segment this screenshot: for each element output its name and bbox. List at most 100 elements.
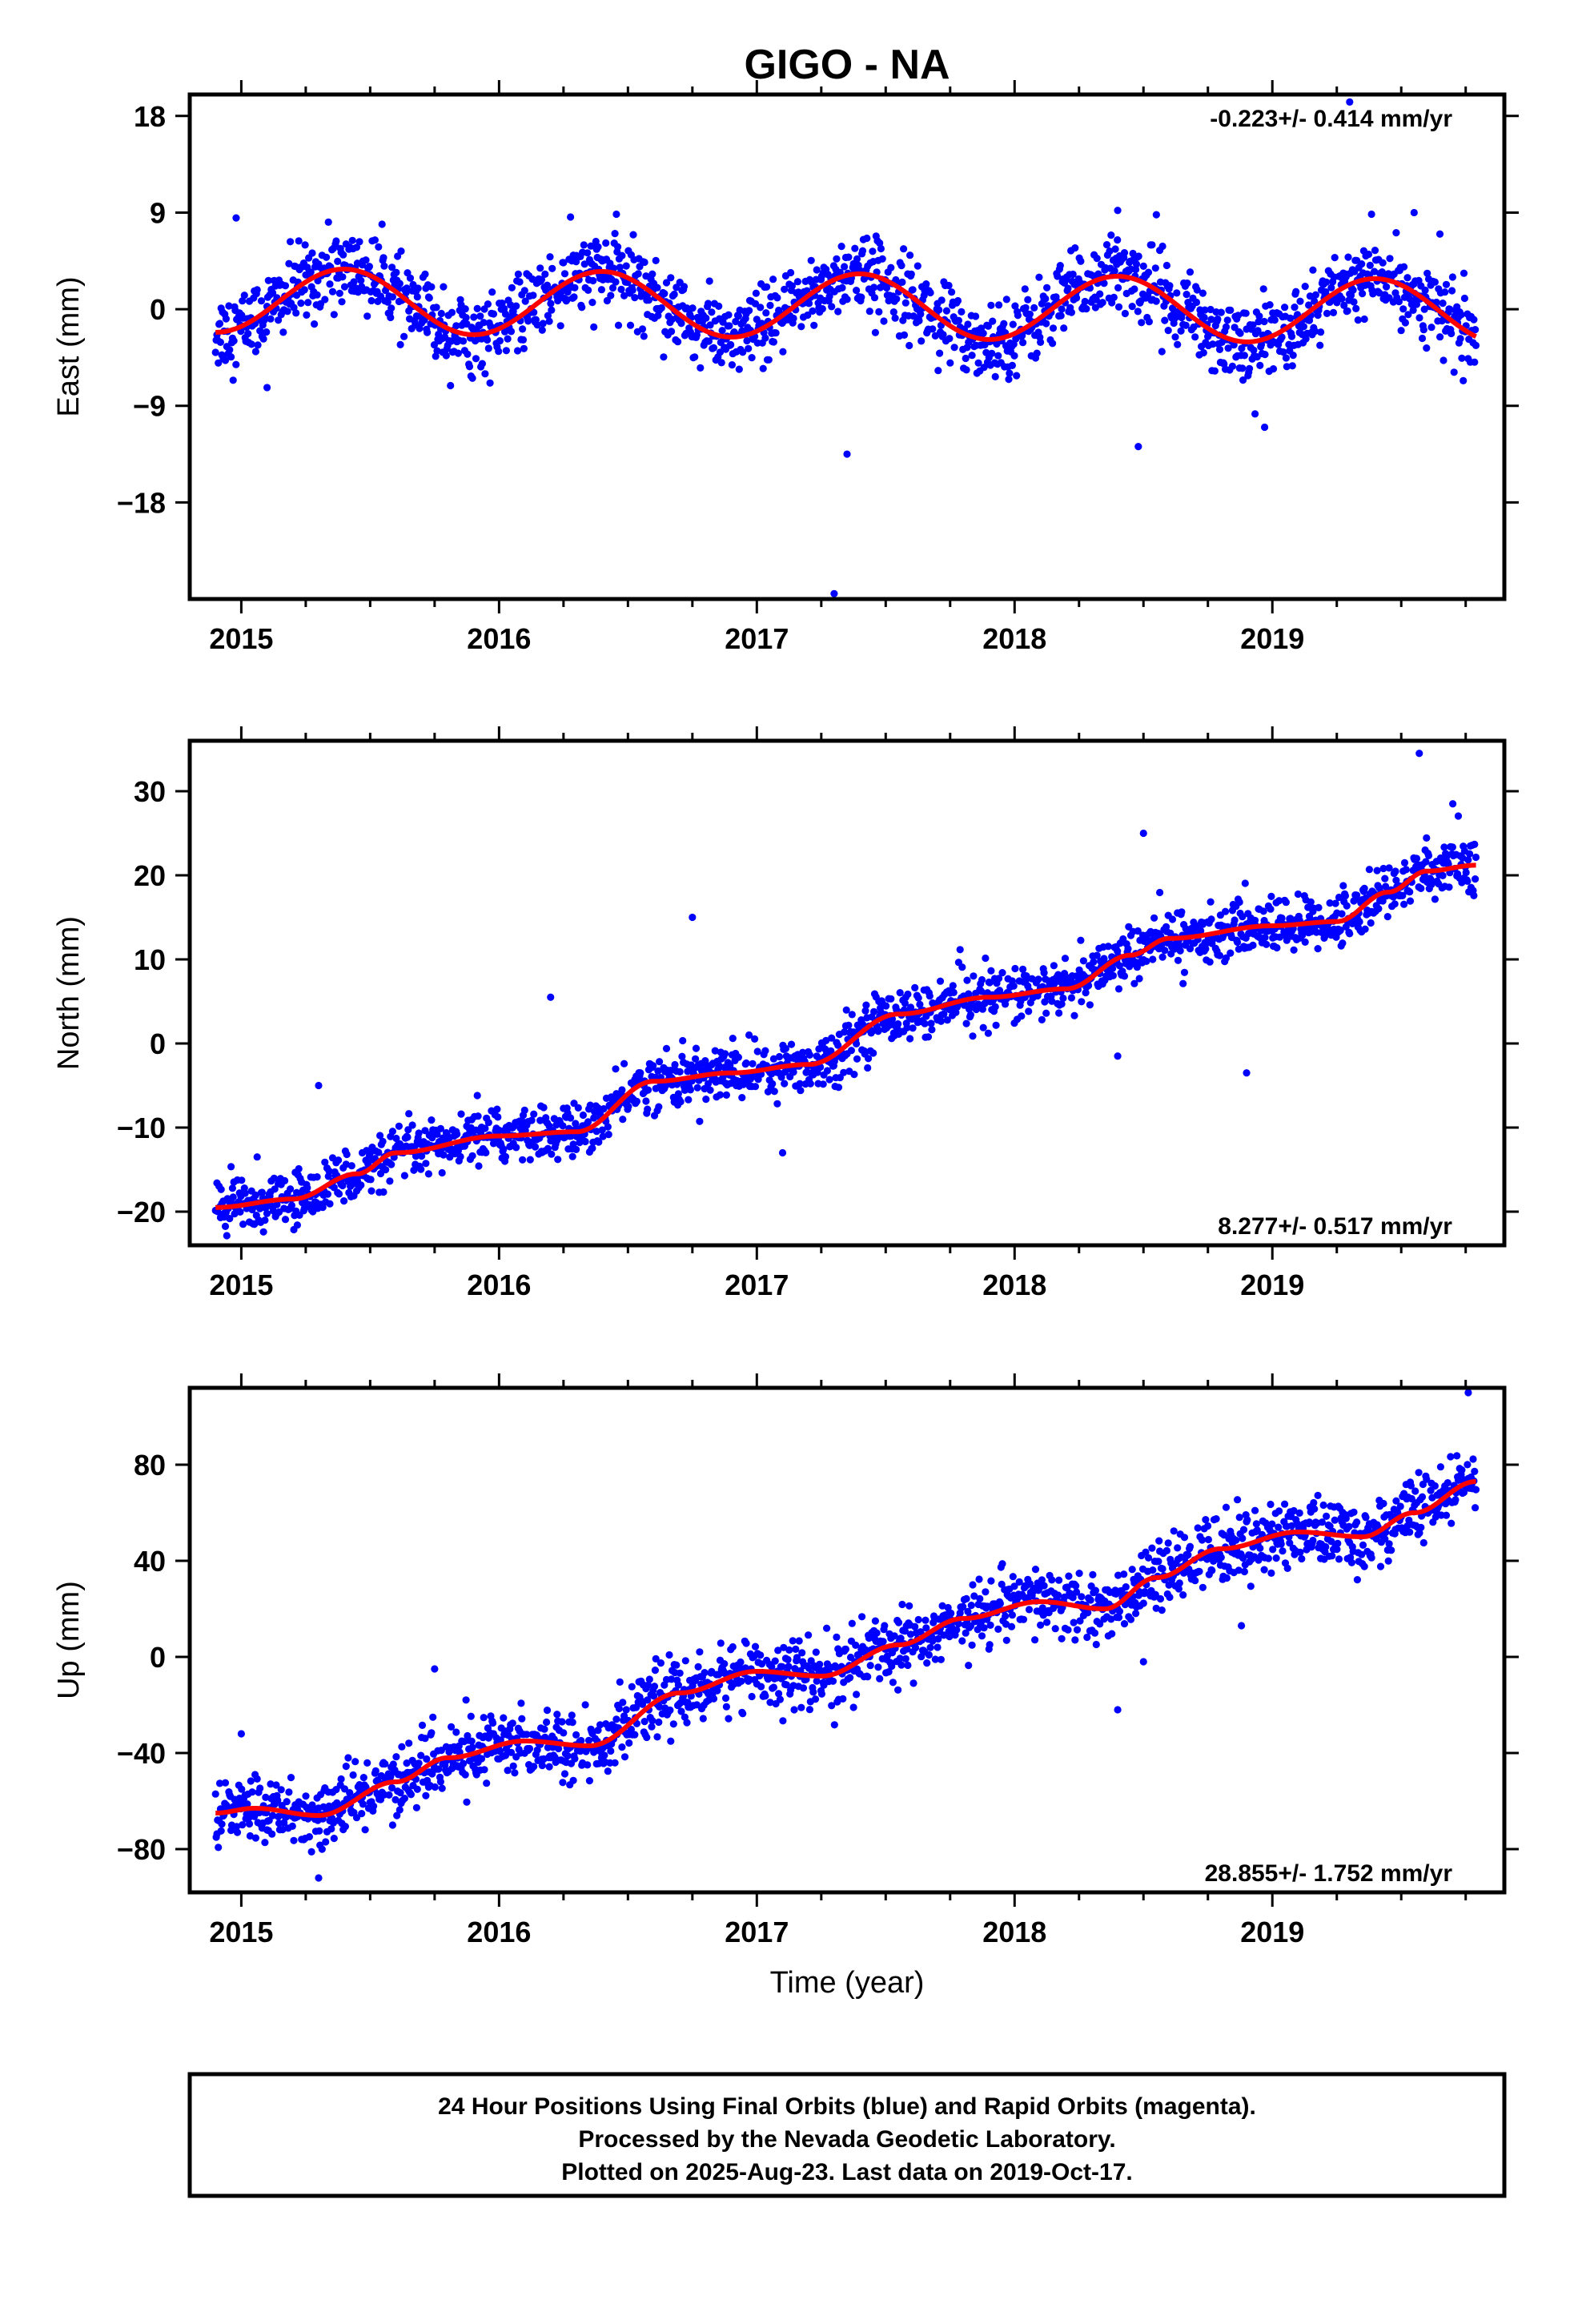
position-point <box>643 1733 651 1742</box>
position-point <box>624 1103 632 1111</box>
position-point <box>987 967 995 975</box>
position-point <box>1054 1591 1062 1599</box>
position-point <box>422 1791 430 1799</box>
position-point <box>273 1200 281 1208</box>
position-point <box>781 285 789 293</box>
outlier-point <box>843 450 851 458</box>
position-point <box>578 304 586 312</box>
position-point <box>359 1800 367 1808</box>
position-point <box>1399 891 1407 899</box>
position-point <box>1239 376 1247 384</box>
position-point <box>361 1826 369 1834</box>
position-point <box>793 278 802 286</box>
position-point <box>211 348 219 356</box>
position-point <box>909 286 917 294</box>
position-point <box>468 1152 476 1160</box>
position-point <box>702 1096 710 1104</box>
position-point <box>330 311 338 319</box>
position-point <box>1323 278 1331 286</box>
position-point <box>295 1164 303 1173</box>
position-point <box>217 1827 225 1835</box>
position-point <box>424 328 432 336</box>
position-point <box>1166 282 1174 290</box>
position-point <box>769 1080 777 1088</box>
position-point <box>620 292 628 300</box>
position-point <box>797 323 805 331</box>
position-point <box>335 1156 343 1164</box>
position-point <box>935 306 943 314</box>
position-point <box>1327 283 1335 292</box>
position-point <box>319 1803 327 1811</box>
position-point <box>657 304 665 312</box>
position-point <box>239 1220 247 1228</box>
position-point <box>1058 305 1066 313</box>
position-point <box>339 273 347 281</box>
position-point <box>715 1061 723 1069</box>
position-point <box>988 349 996 357</box>
position-point <box>665 1651 673 1659</box>
position-point <box>810 321 818 329</box>
position-point <box>1471 358 1479 366</box>
position-point <box>1012 335 1020 343</box>
position-point <box>238 1176 246 1184</box>
position-point <box>1281 304 1289 312</box>
position-point <box>607 292 615 300</box>
position-point <box>848 1011 856 1019</box>
position-point <box>958 308 966 316</box>
position-point <box>705 277 713 285</box>
position-point <box>1091 1586 1099 1594</box>
position-point <box>911 983 919 991</box>
position-point <box>934 1634 942 1643</box>
position-point <box>852 1641 860 1649</box>
position-point <box>388 1128 396 1136</box>
position-point <box>396 279 404 287</box>
position-point <box>1025 1606 1034 1614</box>
position-point <box>757 1651 765 1659</box>
position-point <box>829 1677 837 1685</box>
position-point <box>378 220 386 228</box>
position-point <box>1239 1526 1248 1534</box>
position-point <box>1002 1612 1010 1620</box>
position-point <box>1352 304 1360 312</box>
position-point <box>1161 316 1169 324</box>
position-point <box>1235 1566 1243 1574</box>
position-point <box>889 1679 897 1687</box>
position-point <box>654 1067 662 1075</box>
position-point <box>882 1002 890 1010</box>
position-point <box>406 274 415 282</box>
position-point <box>745 344 753 352</box>
position-point <box>869 247 877 255</box>
x-tick-label: 2015 <box>209 622 273 655</box>
position-point <box>1350 298 1358 306</box>
position-point <box>537 275 546 283</box>
position-point <box>1109 971 1117 979</box>
position-point <box>322 1838 330 1846</box>
position-point <box>437 309 445 318</box>
position-point <box>891 314 899 322</box>
position-point <box>876 1675 884 1683</box>
position-point <box>1166 1593 1174 1602</box>
position-point <box>1115 962 1123 970</box>
position-point <box>1472 326 1480 334</box>
position-point <box>896 989 904 997</box>
position-point <box>771 1657 779 1665</box>
position-point <box>584 1736 593 1744</box>
position-point <box>962 1594 970 1602</box>
position-point <box>692 1044 701 1052</box>
position-point <box>412 1803 421 1811</box>
position-point <box>914 1615 922 1624</box>
position-point <box>1472 341 1480 349</box>
position-point <box>759 364 767 372</box>
position-point <box>865 1055 873 1063</box>
position-point <box>1055 1009 1063 1017</box>
position-point <box>1254 327 1262 335</box>
position-point <box>560 259 568 267</box>
position-point <box>543 281 552 289</box>
position-point <box>769 1683 778 1691</box>
position-point <box>980 364 988 372</box>
position-point <box>823 1624 831 1632</box>
position-point <box>1033 349 1041 357</box>
position-point <box>998 969 1006 977</box>
position-point <box>592 1128 600 1136</box>
position-point <box>425 294 433 302</box>
